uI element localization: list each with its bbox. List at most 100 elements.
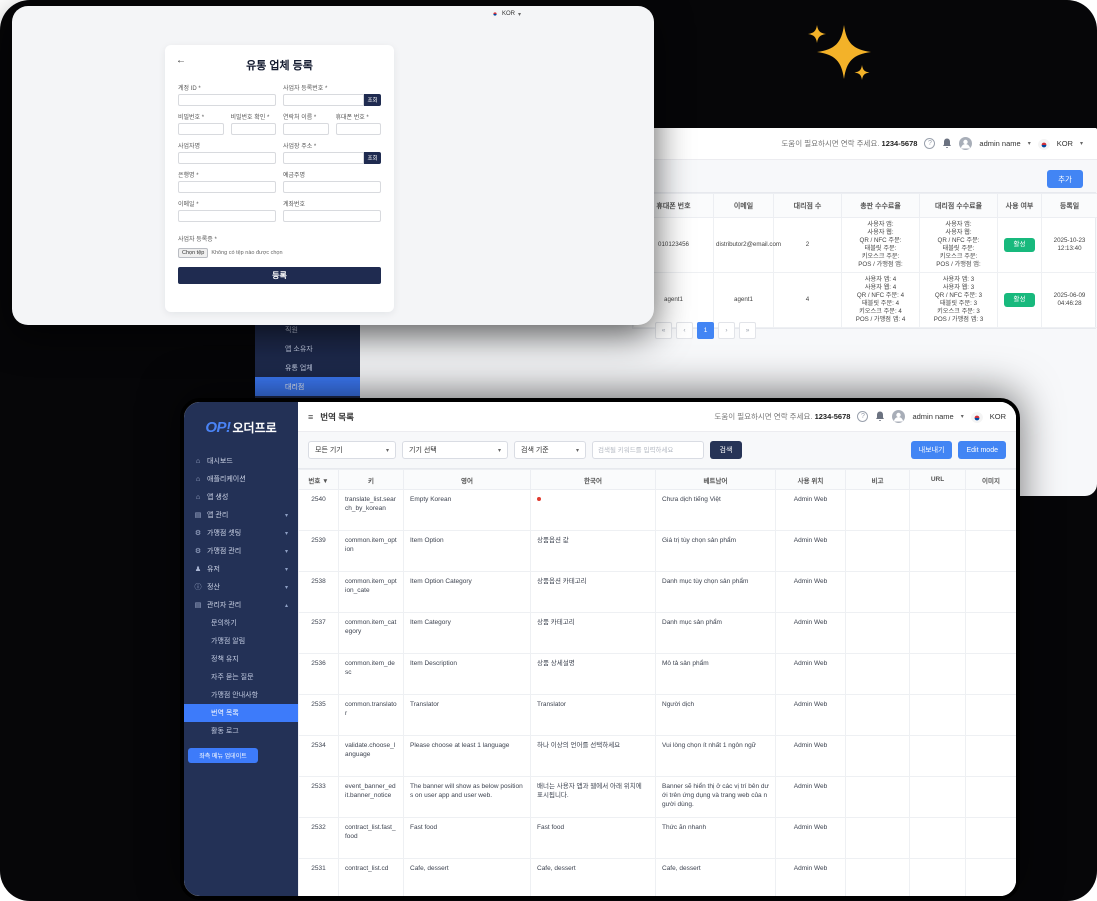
table-row: 2534 validate.choose_language Please choos… bbox=[298, 735, 1016, 777]
sidebar-item[interactable]: ⚙ 가맹점 관리 ▾ bbox=[184, 542, 298, 560]
bell-icon[interactable] bbox=[942, 138, 952, 149]
sidebar-item-label: 애플리케이션 bbox=[207, 476, 246, 483]
password-input[interactable] bbox=[178, 123, 224, 135]
doc-icon: ▤ bbox=[194, 602, 202, 609]
bank-name-input[interactable] bbox=[178, 181, 276, 193]
sidebar-item[interactable]: 직원 bbox=[255, 320, 360, 339]
sidebar-item[interactable]: ▤ 앱 관리 ▾ bbox=[184, 506, 298, 524]
sidebar-item[interactable]: 대리점 bbox=[255, 377, 360, 396]
cell-key: validate.choose_language bbox=[338, 735, 404, 777]
sidebar-subitem[interactable]: 문의하기 bbox=[211, 620, 237, 627]
sparkle-icon bbox=[808, 25, 871, 80]
cell-loc: Admin Web bbox=[775, 571, 846, 613]
sidebar-subitem[interactable]: 가맹점 알림 bbox=[211, 638, 246, 645]
business-name-input[interactable] bbox=[178, 152, 276, 164]
sidebar-item[interactable]: ⌂ 애플리케이션 bbox=[184, 470, 298, 488]
sidebar-subitem[interactable]: 활동 로그 bbox=[211, 728, 239, 735]
korea-flag-icon[interactable] bbox=[1037, 138, 1050, 150]
bell-icon[interactable] bbox=[875, 411, 885, 422]
file-choose-button[interactable]: Chọn tệp bbox=[178, 248, 209, 258]
page-button[interactable]: ‹ bbox=[676, 322, 693, 339]
list-menu-icon[interactable]: ≡ bbox=[308, 411, 314, 422]
register-submit-button[interactable]: 등록 bbox=[178, 267, 381, 284]
lookup-button[interactable]: 조회 bbox=[364, 94, 381, 106]
cell-loc: Admin Web bbox=[775, 735, 846, 777]
sidebar-item[interactable]: ⓘ 정산 ▾ bbox=[184, 578, 298, 596]
page-button[interactable]: 1 bbox=[697, 322, 714, 339]
translation-toolbar: 모든 기기▾ 기기 선택▾ 검색 기준▾ 검색 내보내기 Edit mode bbox=[298, 432, 1016, 468]
cell-note bbox=[845, 776, 910, 818]
avatar[interactable] bbox=[892, 410, 906, 423]
account-no-label: 계좌번호 bbox=[283, 202, 306, 208]
chevron-down-icon: ▾ bbox=[1079, 141, 1083, 147]
mobile-no-input[interactable] bbox=[335, 123, 381, 135]
page-button[interactable]: » bbox=[739, 322, 756, 339]
user-name[interactable]: admin name bbox=[979, 139, 1021, 148]
account-holder-input[interactable] bbox=[283, 181, 381, 193]
search-button[interactable]: 검색 bbox=[710, 441, 742, 459]
sidebar-item[interactable]: ⌂ 앱 생성 bbox=[184, 488, 298, 506]
sidebar-subitem[interactable]: 가맹점 안내사항 bbox=[211, 692, 259, 699]
business-address-input[interactable] bbox=[283, 152, 364, 164]
sidebar-subitem[interactable]: 정책 유지 bbox=[211, 656, 239, 663]
cell-en: Translator bbox=[403, 694, 531, 736]
user-name[interactable]: admin name bbox=[912, 412, 954, 421]
device-choose-select[interactable]: 기기 선택 ▾ bbox=[402, 441, 508, 459]
account-id-input[interactable] bbox=[178, 94, 276, 106]
cell-vi: Thức ăn nhanh bbox=[655, 817, 776, 859]
cell-loc: Admin Web bbox=[775, 489, 846, 531]
account-no-input[interactable] bbox=[283, 210, 381, 222]
gear-icon: ⚙ bbox=[194, 548, 202, 555]
sidebar-item[interactable]: ▤ 관리자 관리 ▴ bbox=[184, 596, 298, 614]
sidebar-item[interactable]: ⚙ 가맹점 셋팅 ▾ bbox=[184, 524, 298, 542]
cell-key: contract_list.fast_food bbox=[338, 817, 404, 859]
cell-url bbox=[909, 612, 966, 654]
sidebar-subitem[interactable]: 번역 목록 bbox=[184, 704, 298, 722]
cell-note bbox=[845, 735, 910, 777]
page-button[interactable]: « bbox=[655, 322, 672, 339]
help-icon[interactable]: ? bbox=[924, 138, 936, 149]
avatar[interactable] bbox=[959, 137, 973, 150]
translation-table-body: 2540 translate_list.search_by_korean Empty… bbox=[298, 489, 1016, 896]
lang-label[interactable]: KOR bbox=[989, 412, 1006, 421]
search-criteria-select[interactable]: 검색 기준 ▾ bbox=[514, 441, 586, 459]
cell-ko: 상품옵션 값 bbox=[530, 530, 656, 572]
page-button[interactable]: › bbox=[718, 322, 735, 339]
sidebar-item-label: 앱 생성 bbox=[207, 494, 229, 501]
cell-loc: Admin Web bbox=[775, 612, 846, 654]
edit-mode-button[interactable]: Edit mode bbox=[958, 441, 1006, 459]
lookup-button[interactable]: 조회 bbox=[364, 152, 381, 164]
column-header: 대리점 수 bbox=[773, 193, 842, 218]
cell-date: 2025-06-09 04:46:28 bbox=[1041, 272, 1097, 328]
sidebar-nav: ⌂ 대시보드 ⌂ 애플리케이션 ⌂ 앱 생성 ▤ 앱 관리 ▾ ⚙ 가맹점 셋팅 ▾ ⚙ 가맹점 관리 ▾ ♟… bbox=[184, 452, 298, 614]
search-input[interactable] bbox=[592, 441, 704, 459]
lang-label[interactable]: KOR bbox=[1056, 139, 1073, 148]
add-button[interactable]: 추가 bbox=[1047, 170, 1083, 188]
cell-ko bbox=[530, 489, 656, 531]
sidebar-item[interactable]: 유통 업체 bbox=[255, 358, 360, 377]
email-input[interactable] bbox=[178, 210, 276, 222]
sidebar-subitem[interactable]: 자주 묻는 질문 bbox=[211, 674, 254, 681]
pagination: «‹ 1 ›» bbox=[655, 322, 756, 339]
device-filter-select[interactable]: 모든 기기 ▾ bbox=[308, 441, 396, 459]
left-menu-update-button[interactable]: 좌측 메뉴 업데이트 bbox=[188, 748, 258, 763]
table-row: 2531 contract_list.cd Cafe, dessert Cafe, d… bbox=[298, 858, 1016, 896]
cell-agents: 4 bbox=[773, 272, 842, 328]
sidebar-item[interactable]: ♟ 유저 ▾ bbox=[184, 560, 298, 578]
password-confirm-input[interactable] bbox=[230, 123, 276, 135]
sidebar-item[interactable]: 앱 소유자 bbox=[255, 339, 360, 358]
bank-name-label: 은행명 * bbox=[178, 173, 199, 179]
help-icon[interactable]: ? bbox=[857, 411, 869, 422]
contact-name-input[interactable] bbox=[283, 123, 329, 135]
sidebar-item[interactable]: ⌂ 대시보드 bbox=[184, 452, 298, 470]
page-title: 번역 목록 bbox=[320, 411, 354, 422]
app-logo[interactable]: OP! 오더프로 bbox=[184, 402, 298, 452]
table-row: 2535 common.translator Translator Translato… bbox=[298, 694, 1016, 736]
window-lang-switcher[interactable]: KOR ▾ bbox=[491, 10, 521, 18]
back-arrow-icon[interactable]: ← bbox=[176, 55, 186, 66]
export-button[interactable]: 내보내기 bbox=[910, 441, 953, 459]
korea-flag-icon[interactable] bbox=[970, 411, 983, 423]
chevron-down-icon: ▾ bbox=[575, 447, 579, 454]
business-reg-no-input[interactable] bbox=[283, 94, 364, 106]
